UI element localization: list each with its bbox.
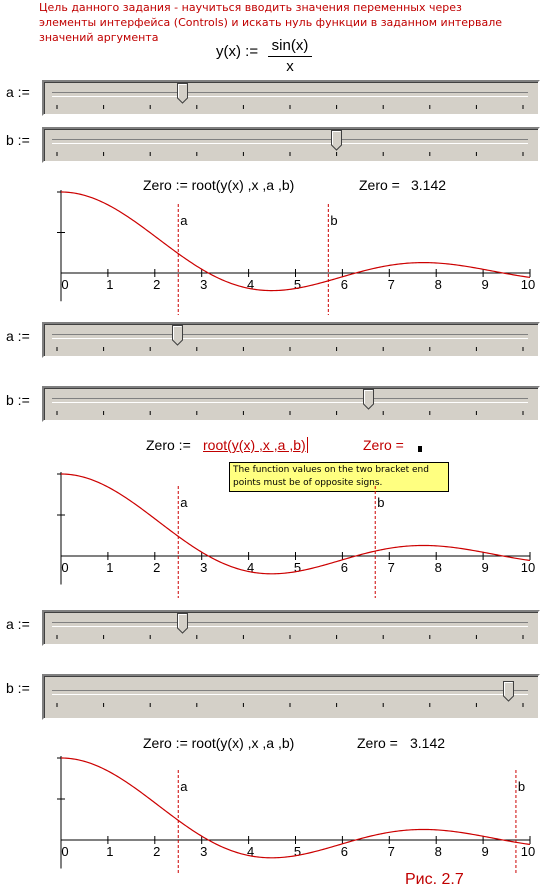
x-tick-label: 5 — [294, 277, 301, 292]
root-equation-3: Zero := root(y(x) ,x ,a ,b) — [143, 735, 295, 751]
result-value-3: 3.142 — [410, 735, 446, 751]
x-tick-label: 3 — [200, 277, 207, 292]
label-a-3: a := — [6, 616, 30, 632]
error-tooltip: The function values on the two bracket e… — [229, 462, 449, 492]
x-tick-label: 8 — [435, 560, 442, 575]
label-b-3: b := — [6, 680, 30, 696]
result-label-2: Zero = — [363, 437, 404, 453]
function-curve — [60, 191, 531, 292]
result-label-3: Zero = — [357, 735, 398, 751]
marker-label-b: b — [518, 779, 525, 794]
plot-2: 0 1 2 3 4 5 6 7 8 9 10 a b — [57, 472, 535, 598]
function-curve — [60, 757, 531, 859]
intro-text: Цель данного задания - научиться вводить… — [39, 1, 503, 44]
label-a-2: a := — [6, 328, 30, 344]
slider-track[interactable] — [52, 92, 528, 97]
x-tick-label: 9 — [481, 277, 488, 292]
slider-thumb[interactable] — [503, 681, 515, 702]
slider-ticks — [56, 411, 524, 415]
x-tick-label: 4 — [247, 277, 254, 292]
label-a-1: a := — [6, 84, 30, 100]
slider-track[interactable] — [52, 139, 528, 144]
slider-thumb[interactable] — [363, 389, 375, 410]
slider-thumb[interactable] — [176, 613, 189, 634]
root-equation-prefix-2: Zero := — [146, 437, 191, 453]
x-tick-label: 7 — [388, 277, 395, 292]
slider-ticks — [56, 635, 524, 639]
function-definition-fraction: sin(x) x — [268, 37, 312, 76]
figure-caption: Рис. 2.7 — [405, 871, 464, 888]
fraction-numerator: sin(x) — [271, 37, 309, 54]
x-tick-label: 10 — [521, 844, 535, 859]
slider-ticks — [56, 347, 524, 351]
slider-ticks — [56, 703, 524, 707]
slider-track[interactable] — [52, 622, 528, 627]
slider-b-2[interactable] — [42, 386, 540, 422]
fraction-bar — [268, 56, 312, 57]
result-value-1: 3.142 — [411, 177, 447, 193]
marker-label-b: b — [330, 213, 337, 228]
marker-label-b: b — [377, 495, 384, 510]
label-b-1: b := — [6, 132, 30, 148]
slider-a-2[interactable] — [42, 322, 540, 358]
x-tick-label: 2 — [153, 844, 160, 859]
plot-1: 0 1 2 3 4 5 6 7 8 9 10 a b — [57, 190, 535, 315]
slider-track[interactable] — [52, 398, 528, 403]
x-tick-label: 5 — [294, 560, 301, 575]
x-tick-label: 4 — [247, 844, 254, 859]
x-tick-label: 2 — [153, 277, 160, 292]
x-tick-label: 10 — [521, 560, 535, 575]
slider-ticks — [56, 152, 524, 156]
x-tick-label: 3 — [200, 560, 207, 575]
slider-thumb[interactable] — [330, 130, 343, 151]
root-equation-1: Zero := root(y(x) ,x ,a ,b) — [143, 177, 295, 193]
x-tick-label: 1 — [106, 844, 113, 859]
x-tick-label: 0 — [61, 277, 68, 292]
x-tick-label: 4 — [247, 560, 254, 575]
x-tick-label: 6 — [341, 560, 348, 575]
marker-label-a: a — [180, 779, 188, 794]
x-tick-label: 7 — [388, 844, 395, 859]
slider-thumb[interactable] — [176, 83, 189, 104]
x-tick-label: 5 — [294, 844, 301, 859]
slider-thumb[interactable] — [172, 325, 184, 346]
x-tick-label: 3 — [200, 844, 207, 859]
x-tick-label: 6 — [341, 844, 348, 859]
x-tick-label: 0 — [61, 844, 68, 859]
marker-label-a: a — [180, 213, 188, 228]
root-equation-error-2[interactable]: root(y(x) ,x ,a ,b) — [203, 437, 308, 453]
x-tick-label: 8 — [435, 844, 442, 859]
x-tick-label: 8 — [435, 277, 442, 292]
slider-b-3[interactable] — [42, 674, 540, 720]
slider-track[interactable] — [52, 334, 528, 339]
plot-3: 0 1 2 3 4 5 6 7 8 9 10 a b — [57, 756, 535, 874]
function-curve — [60, 473, 531, 575]
slider-ticks — [56, 105, 524, 109]
x-tick-label: 9 — [481, 844, 488, 859]
fraction-denominator: x — [286, 58, 294, 75]
x-tick-label: 9 — [481, 560, 488, 575]
result-label-1: Zero = — [359, 177, 400, 193]
slider-b-1[interactable] — [42, 127, 540, 163]
label-b-2: b := — [6, 392, 30, 408]
x-tick-label: 10 — [521, 277, 535, 292]
result-placeholder-2[interactable] — [418, 446, 422, 452]
function-definition-lhs: y(x) := — [216, 43, 259, 60]
marker-label-a: a — [180, 495, 188, 510]
slider-a-3[interactable] — [42, 610, 540, 646]
x-tick-label: 0 — [61, 560, 68, 575]
x-tick-label: 7 — [388, 560, 395, 575]
x-tick-label: 6 — [341, 277, 348, 292]
slider-track[interactable] — [52, 690, 528, 695]
x-tick-label: 1 — [106, 277, 113, 292]
slider-a-1[interactable] — [42, 80, 540, 116]
x-tick-label: 1 — [106, 560, 113, 575]
x-tick-label: 2 — [153, 560, 160, 575]
